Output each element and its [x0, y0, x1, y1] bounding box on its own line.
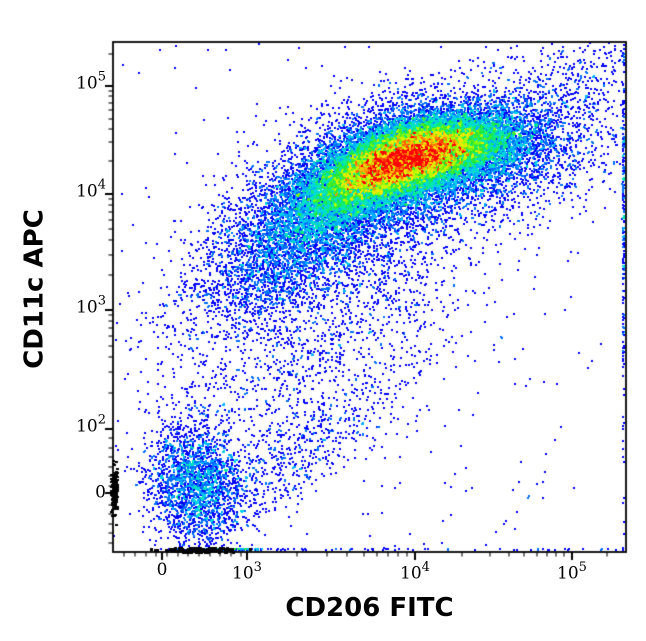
- y-axis-title: CD11c APC: [19, 209, 50, 369]
- y-tick-label: 104: [76, 177, 106, 202]
- y-tick-label: 102: [76, 412, 106, 437]
- x-tick-label: 104: [400, 560, 430, 584]
- x-tick-label: 105: [557, 560, 587, 584]
- y-tick-label: 105: [76, 69, 106, 94]
- x-tick-label: 103: [232, 560, 262, 584]
- x-axis-title: CD206 FITC: [285, 593, 454, 623]
- y-tick-label: 103: [76, 293, 106, 318]
- y-tick-label: 0: [95, 482, 106, 503]
- x-tick-label: 0: [156, 560, 168, 580]
